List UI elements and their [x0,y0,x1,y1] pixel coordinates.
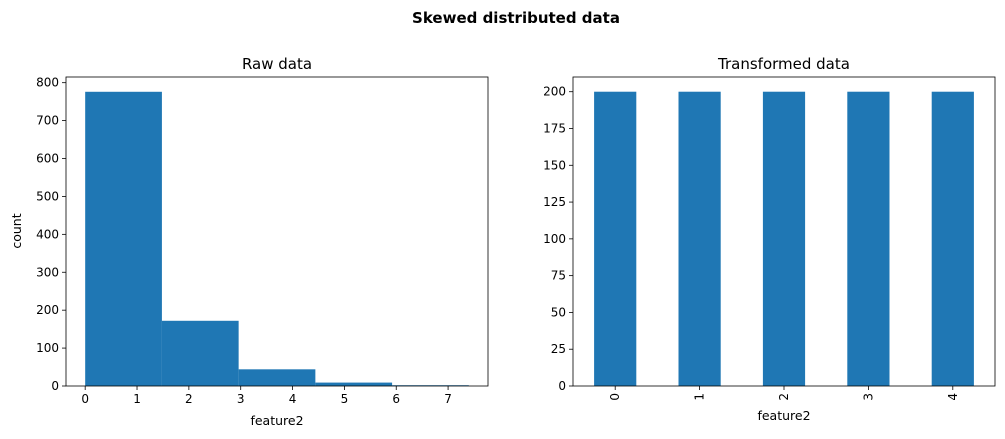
transformed-y-tick-label: 100 [543,232,566,246]
transformed-x-tick-label: 2 [777,393,791,401]
transformed-bar-3 [847,91,890,386]
transformed-y-tick-label: 0 [558,379,566,393]
raw-x-tick-label: 0 [81,392,89,406]
transformed-bar-0 [594,91,637,386]
figure-title: Skewed distributed data [412,9,620,27]
raw-y-tick-label: 600 [36,152,59,166]
transformed-x-tick-label: 4 [946,393,960,401]
raw-x-ticks: 0 1 2 3 4 5 6 7 [81,386,452,406]
raw-x-tick-label: 5 [341,392,349,406]
transformed-data-bar-chart: Transformed data 0 1 2 3 4 0 25 50 75 100 125 150 1… [543,55,996,423]
transformed-bars [594,91,974,386]
raw-bar-0 [85,91,162,387]
transformed-bar-4 [931,91,974,386]
transformed-bar-2 [762,91,806,386]
raw-x-tick-label: 1 [133,392,141,406]
transformed-x-tick-label: 1 [693,393,707,401]
raw-axes-frame [65,76,489,387]
transformed-x-ticks: 0 1 2 3 4 [608,386,960,401]
transformed-y-tick-label: 200 [543,85,566,99]
raw-bars [85,91,469,387]
raw-y-tick-label: 800 [36,76,59,90]
transformed-y-tick-label: 25 [551,342,566,356]
raw-x-axis-label: feature2 [250,413,303,428]
transformed-x-axis-label: feature2 [757,408,810,423]
transformed-y-tick-label: 150 [543,158,566,172]
raw-x-tick-label: 4 [289,392,297,406]
raw-bar-1 [161,320,239,386]
raw-y-tick-label: 100 [36,341,59,355]
transformed-bar-1 [678,91,721,386]
transformed-y-ticks: 0 25 50 75 100 125 150 175 200 [543,85,573,393]
raw-x-tick-label: 6 [392,392,400,406]
raw-x-tick-label: 7 [444,392,452,406]
raw-y-tick-label: 700 [36,114,59,128]
raw-y-axis-label: count [9,213,24,248]
raw-y-tick-label: 0 [51,379,59,393]
transformed-axes-frame [572,76,996,387]
raw-y-tick-label: 200 [36,303,59,317]
raw-bar-3 [315,382,393,386]
transformed-y-tick-label: 75 [551,269,566,283]
raw-y-tick-label: 300 [36,265,59,279]
raw-data-histogram: Raw data 0 1 2 3 4 5 6 7 0 100 200 300 400 500 600 700… [9,55,489,428]
transformed-y-tick-label: 50 [551,305,566,319]
raw-y-tick-label: 500 [36,189,59,203]
transformed-x-tick-label: 0 [608,393,622,401]
transformed-y-tick-label: 125 [543,195,566,209]
raw-y-tick-label: 400 [36,227,59,241]
transformed-y-tick-label: 175 [543,122,566,136]
raw-chart-title: Raw data [242,55,312,73]
raw-x-tick-label: 3 [237,392,245,406]
transformed-x-tick-label: 3 [861,393,875,401]
raw-y-ticks: 0 100 200 300 400 500 600 700 800 [36,76,66,393]
raw-x-tick-label: 2 [185,392,193,406]
raw-bar-2 [238,369,316,386]
transformed-chart-title: Transformed data [717,55,850,73]
